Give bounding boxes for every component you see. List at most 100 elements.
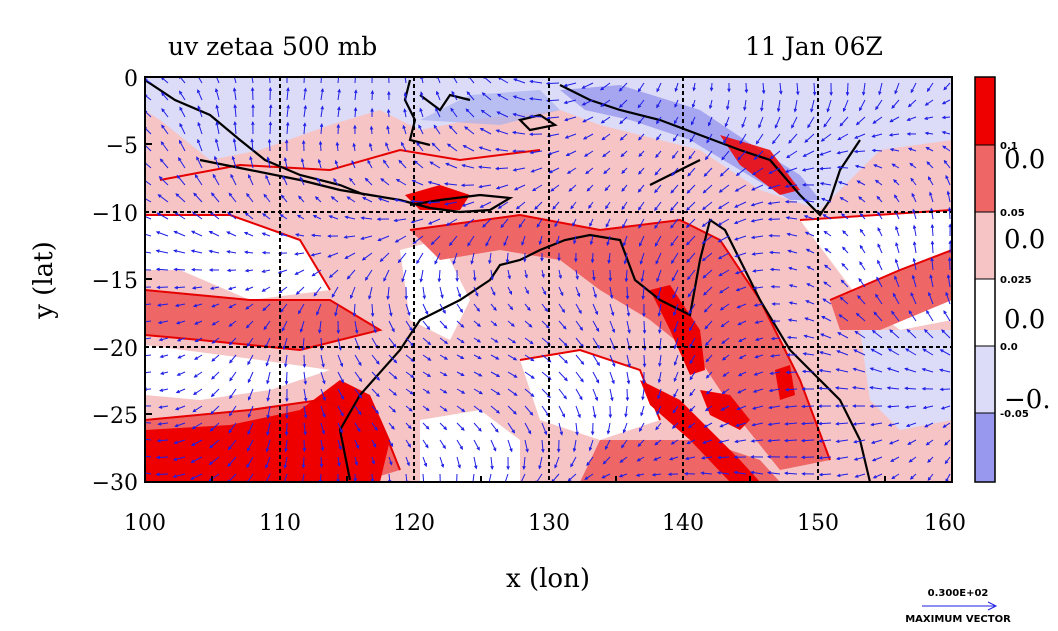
wind-vector-head	[738, 355, 743, 359]
wind-vector	[158, 194, 169, 203]
wind-vector-head	[654, 242, 659, 247]
wind-vector	[212, 337, 220, 344]
wind-vector	[267, 405, 271, 418]
wind-vector-head	[908, 310, 913, 315]
wind-vector	[161, 77, 169, 84]
wind-vector-head	[176, 372, 181, 376]
wind-vector	[686, 235, 696, 246]
wind-vector-head	[627, 329, 631, 334]
wind-vector	[161, 108, 169, 118]
wind-vector-head	[767, 217, 772, 222]
wind-vector	[507, 422, 515, 433]
wind-vector-head	[418, 124, 422, 129]
wind-vector	[905, 387, 917, 390]
wind-vector-head	[619, 459, 624, 463]
wind-vector	[490, 456, 493, 469]
wind-vector	[334, 303, 339, 316]
wind-vector	[718, 252, 730, 260]
wind-vector-head	[376, 217, 381, 221]
wind-vector	[405, 320, 413, 331]
wind-vector-head	[845, 92, 850, 97]
wind-vector	[337, 388, 344, 400]
wind-vector-head	[160, 371, 165, 375]
wind-vector-head	[389, 461, 393, 466]
wind-vector-head	[191, 267, 196, 272]
wind-vector	[175, 405, 186, 410]
wind-vector-head	[160, 141, 165, 146]
wind-vector-head	[386, 295, 390, 301]
wind-vector-head	[161, 92, 165, 97]
wind-vector-head	[905, 423, 910, 427]
wind-vector-head	[875, 106, 879, 111]
wind-vector-head	[907, 147, 913, 151]
wind-vector-head	[409, 391, 414, 395]
wind-vector-head	[280, 194, 285, 199]
wind-vector-head	[389, 312, 393, 317]
wind-vector	[209, 456, 220, 465]
wind-vector	[498, 77, 509, 84]
wind-vector-head	[705, 390, 710, 395]
wind-vector-head	[299, 176, 303, 181]
wind-vector	[516, 201, 526, 210]
wind-vector-head	[859, 261, 863, 266]
wind-vector	[247, 371, 254, 383]
wind-vector-head	[214, 138, 219, 143]
wind-vector	[558, 337, 568, 347]
wind-vector	[671, 167, 679, 176]
wind-vector-head	[910, 177, 914, 182]
wind-vector	[794, 99, 798, 112]
wind-vector	[405, 422, 412, 429]
wind-vector	[751, 471, 764, 475]
wind-vector	[806, 248, 815, 254]
wind-vector-head	[265, 174, 269, 179]
wind-vector-head	[194, 174, 199, 179]
wind-vector	[434, 252, 441, 264]
wind-vector-head	[367, 159, 371, 164]
wind-vector	[546, 82, 560, 85]
wind-vector-head	[707, 122, 712, 127]
wind-vector	[788, 133, 798, 144]
wind-vector-head	[875, 293, 879, 298]
wind-vector	[479, 184, 492, 188]
wind-vector-head	[211, 304, 216, 308]
wind-vector	[892, 163, 900, 169]
wind-vector-head	[921, 368, 926, 372]
wind-vector-head	[733, 220, 738, 224]
wind-vector	[770, 251, 781, 254]
wind-vector-head	[496, 409, 500, 414]
wind-vector-head	[371, 73, 374, 76]
wind-vector-head	[753, 303, 758, 307]
wind-vector-head	[302, 448, 307, 453]
wind-vector-head	[528, 97, 534, 101]
wind-vector-head	[687, 276, 691, 281]
wind-vector	[210, 286, 220, 290]
wind-vector	[439, 337, 448, 344]
wind-vector-head	[352, 312, 357, 318]
wind-vector-head	[336, 123, 341, 128]
wind-vector	[755, 320, 764, 324]
wind-vector	[446, 218, 458, 226]
wind-vector	[179, 91, 186, 101]
wind-vector	[197, 106, 203, 118]
wind-vector	[872, 149, 883, 152]
wind-vector-head	[709, 87, 714, 92]
wind-vector	[891, 311, 900, 322]
wind-vector-head	[717, 455, 722, 460]
wind-vector-head	[492, 291, 496, 296]
wind-vector	[446, 163, 458, 169]
wind-vector-head	[228, 304, 233, 309]
wind-vector-head	[387, 90, 391, 95]
wind-vector-head	[602, 460, 607, 465]
wind-vector-head	[407, 443, 412, 448]
wind-vector-head	[500, 224, 505, 229]
wind-vector	[159, 337, 169, 341]
wind-vector	[822, 298, 832, 305]
wind-vector-head	[159, 354, 164, 358]
wind-vector-head	[352, 142, 356, 147]
wind-vector	[337, 405, 344, 416]
wind-vector-head	[943, 86, 948, 91]
wind-vector	[354, 90, 357, 101]
wind-vector	[566, 150, 577, 156]
wind-vector-head	[192, 303, 198, 308]
wind-vector	[673, 320, 679, 332]
